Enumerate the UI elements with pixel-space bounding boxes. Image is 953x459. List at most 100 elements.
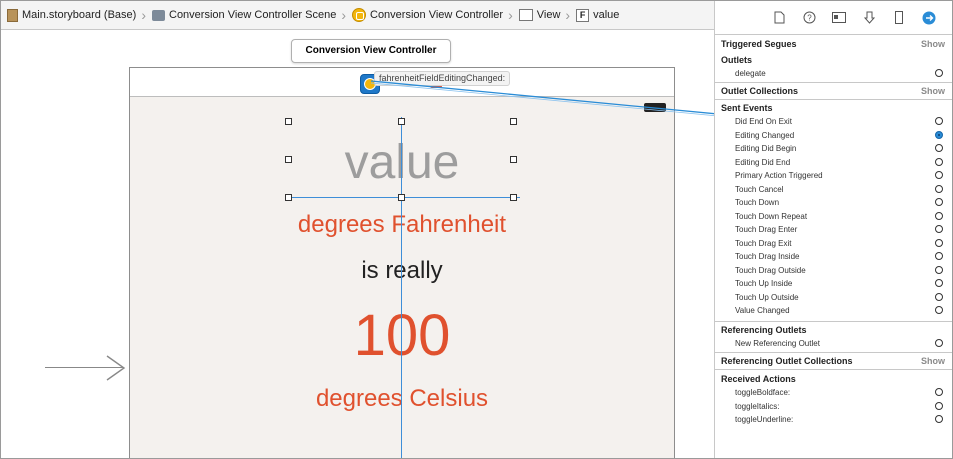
view-controller-icon xyxy=(352,8,366,22)
connection-circle-icon[interactable] xyxy=(935,211,943,220)
svg-text:?: ? xyxy=(807,14,812,23)
battery-icon xyxy=(644,103,666,112)
received-action-row[interactable]: toggleUnderline: xyxy=(715,413,952,427)
scene-title-tooltip: Conversion View Controller xyxy=(291,39,451,63)
connection-circle-icon[interactable] xyxy=(935,184,943,193)
connection-circle-icon[interactable] xyxy=(935,238,943,247)
sent-event-row[interactable]: Did End On Exit xyxy=(715,115,952,129)
section-header: Sent Events xyxy=(721,103,773,113)
connection-circle-icon[interactable] xyxy=(935,306,943,314)
received-action-row[interactable]: toggleBoldface: xyxy=(715,386,952,400)
sent-event-row[interactable]: Touch Up Outside xyxy=(715,291,952,305)
value-text-field[interactable]: value xyxy=(344,136,460,189)
connection-circle-icon[interactable] xyxy=(935,144,943,152)
sent-event-row[interactable]: Touch Drag Outside xyxy=(715,264,952,278)
triggered-segues-section: Triggered Segues Show xyxy=(715,37,952,51)
event-label: Touch Down Repeat xyxy=(735,211,808,221)
connection-circle-icon[interactable] xyxy=(935,117,943,125)
event-label: Touch Drag Inside xyxy=(735,252,800,261)
connection-circle-icon[interactable] xyxy=(935,401,943,410)
event-label: Editing Did Begin xyxy=(735,144,797,153)
show-button[interactable]: Show xyxy=(921,39,945,49)
storyboard-icon xyxy=(7,8,18,22)
connection-circle-icon[interactable] xyxy=(935,415,943,423)
connections-inspector: ? Triggered Segues Show Outlets xyxy=(714,1,952,458)
sent-event-row[interactable]: Touch Drag Inside xyxy=(715,250,952,264)
breadcrumb-item-value[interactable]: F value xyxy=(570,8,619,22)
sent-event-row[interactable]: Primary Action Triggered xyxy=(715,169,952,183)
sent-event-row[interactable]: Touch Down Repeat xyxy=(715,210,952,224)
identity-icon[interactable] xyxy=(831,10,847,26)
connection-circle-icon[interactable] xyxy=(935,339,943,347)
event-label: Editing Changed xyxy=(735,130,795,140)
resize-handle[interactable] xyxy=(398,194,405,201)
sent-event-row[interactable]: Editing Did End xyxy=(715,156,952,170)
arrow-head-icon xyxy=(106,355,126,381)
connection-circle-icon[interactable] xyxy=(935,265,943,274)
connections-icon[interactable] xyxy=(921,10,937,26)
referencing-outlet-row[interactable]: New Referencing Outlet xyxy=(715,337,952,351)
event-label: Touch Cancel xyxy=(735,184,784,194)
breadcrumb-item-scene[interactable]: Conversion View Controller Scene › xyxy=(146,7,346,23)
scene-dock: fahrenheitFieldEditingChanged: xyxy=(130,68,674,97)
event-label: Value Changed xyxy=(735,306,790,315)
event-label: Touch Drag Outside xyxy=(735,265,806,275)
chevron-right-icon: › xyxy=(141,7,146,23)
sent-event-row[interactable]: Editing Changed xyxy=(715,129,952,143)
sent-event-row[interactable]: Touch Drag Exit xyxy=(715,237,952,251)
device-view[interactable]: value degrees Fahrenheit is really 100 d… xyxy=(130,97,674,458)
resize-handle[interactable] xyxy=(285,194,292,201)
breadcrumb-label: Main.storyboard (Base) xyxy=(22,9,137,21)
connection-circle-icon[interactable] xyxy=(935,198,943,206)
chevron-right-icon: › xyxy=(341,7,346,23)
connection-circle-icon[interactable] xyxy=(935,225,943,233)
connection-circle-icon[interactable] xyxy=(935,171,943,179)
breadcrumb-item-storyboard[interactable]: Main.storyboard (Base) › xyxy=(1,7,146,23)
file-icon[interactable] xyxy=(771,10,787,26)
storyboard-canvas[interactable]: Conversion View Controller fahrenheitFie… xyxy=(1,30,714,458)
section-header: Triggered Segues Show xyxy=(721,39,945,49)
show-button[interactable]: Show xyxy=(921,86,945,96)
resize-handle[interactable] xyxy=(510,194,517,201)
breadcrumb-item-view[interactable]: View › xyxy=(513,7,570,23)
initial-view-controller-arrow[interactable] xyxy=(45,367,123,368)
connection-circle-icon[interactable] xyxy=(935,157,943,166)
event-label: Touch Down xyxy=(735,198,780,207)
size-icon[interactable] xyxy=(891,10,907,26)
connection-circle-icon[interactable] xyxy=(935,292,943,301)
resize-handle[interactable] xyxy=(398,118,405,125)
resize-handle[interactable] xyxy=(285,156,292,163)
connection-circle-icon[interactable] xyxy=(935,130,943,139)
show-button[interactable]: Show xyxy=(921,356,945,366)
resize-handle[interactable] xyxy=(510,156,517,163)
celsius-label: degrees Celsius xyxy=(315,385,489,412)
referencing-outlet-collections-section: Referencing Outlet Collections Show xyxy=(715,354,952,368)
resize-handle[interactable] xyxy=(510,118,517,125)
sent-event-row[interactable]: Touch Up Inside xyxy=(715,277,952,291)
event-label: Did End On Exit xyxy=(735,117,792,126)
sent-event-row[interactable]: Editing Did Begin xyxy=(715,142,952,156)
connection-circle-icon[interactable] xyxy=(935,69,943,77)
outlets-section: Outlets delegate xyxy=(715,53,952,81)
event-label: Editing Did End xyxy=(735,157,791,167)
connection-circle-icon[interactable] xyxy=(935,252,943,260)
help-icon[interactable]: ? xyxy=(801,10,817,26)
breadcrumb-item-view-controller[interactable]: Conversion View Controller › xyxy=(346,7,513,23)
sent-event-row[interactable]: Touch Down xyxy=(715,196,952,210)
sent-event-row[interactable]: Touch Cancel xyxy=(715,183,952,197)
received-action-row[interactable]: toggleItalics: xyxy=(715,400,952,414)
connection-circle-icon[interactable] xyxy=(935,279,943,287)
sent-event-row[interactable]: Value Changed xyxy=(715,304,952,318)
fahrenheit-label: degrees Fahrenheit xyxy=(297,211,507,238)
sent-event-row[interactable]: Touch Drag Enter xyxy=(715,223,952,237)
event-label: Touch Up Outside xyxy=(735,292,799,302)
section-header: Referencing Outlets xyxy=(721,325,807,335)
resize-handle[interactable] xyxy=(285,118,292,125)
section-header: Received Actions xyxy=(721,374,796,384)
connection-circle-icon[interactable] xyxy=(935,388,943,396)
outlet-row[interactable]: delegate xyxy=(715,67,952,81)
section-header: Referencing Outlet Collections Show xyxy=(721,356,945,366)
view-controller-scene[interactable]: fahrenheitFieldEditingChanged: value deg… xyxy=(129,67,675,458)
event-label: Touch Up Inside xyxy=(735,279,793,288)
attributes-icon[interactable] xyxy=(861,10,877,26)
